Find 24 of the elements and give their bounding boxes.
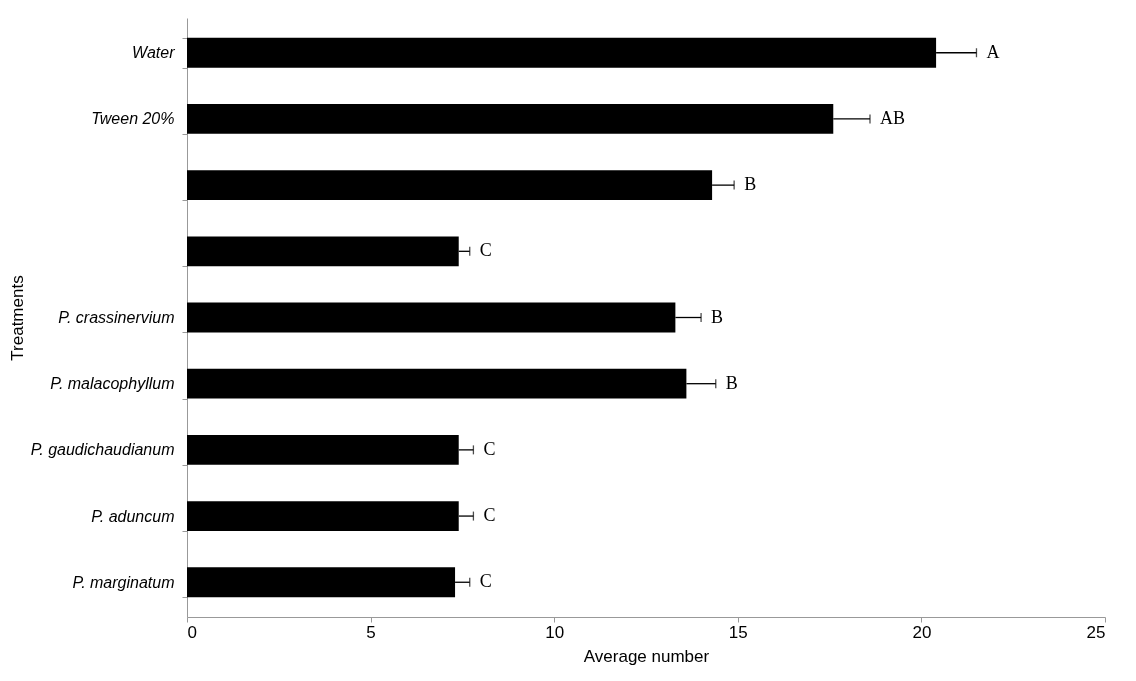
- x-tick-label: 15: [728, 622, 748, 642]
- y-tick-label: P. marginatum: [72, 573, 175, 591]
- data-label: C: [483, 505, 496, 526]
- data-label: B: [744, 174, 757, 195]
- y-tick-label: Tween 20%: [91, 110, 175, 128]
- data-label: C: [479, 240, 492, 261]
- x-tick-label: 10: [545, 622, 565, 642]
- data-label: C: [483, 438, 496, 459]
- data-label: B: [711, 306, 724, 327]
- x-tick-label: 5: [366, 622, 376, 642]
- data-label: B: [725, 372, 738, 393]
- data-label: C: [479, 571, 492, 592]
- x-tick-label: 0: [187, 622, 197, 642]
- data-label: A: [986, 41, 1000, 62]
- x-tick-label: 25: [1086, 622, 1106, 642]
- y-tick-label: P. aduncum: [91, 507, 175, 525]
- y-tick-label: Water: [132, 44, 176, 62]
- x-tick-label: 20: [912, 622, 932, 642]
- y-tick-label: P. crassinervium: [58, 309, 175, 326]
- y-tick-label: P. malacophyllum: [50, 375, 175, 393]
- y-axis-title: Treatments: [7, 275, 27, 361]
- data-label: AB: [879, 107, 906, 128]
- y-tick-label: P. gaudichaudianum: [30, 441, 175, 459]
- x-axis-title: Average number: [583, 646, 710, 666]
